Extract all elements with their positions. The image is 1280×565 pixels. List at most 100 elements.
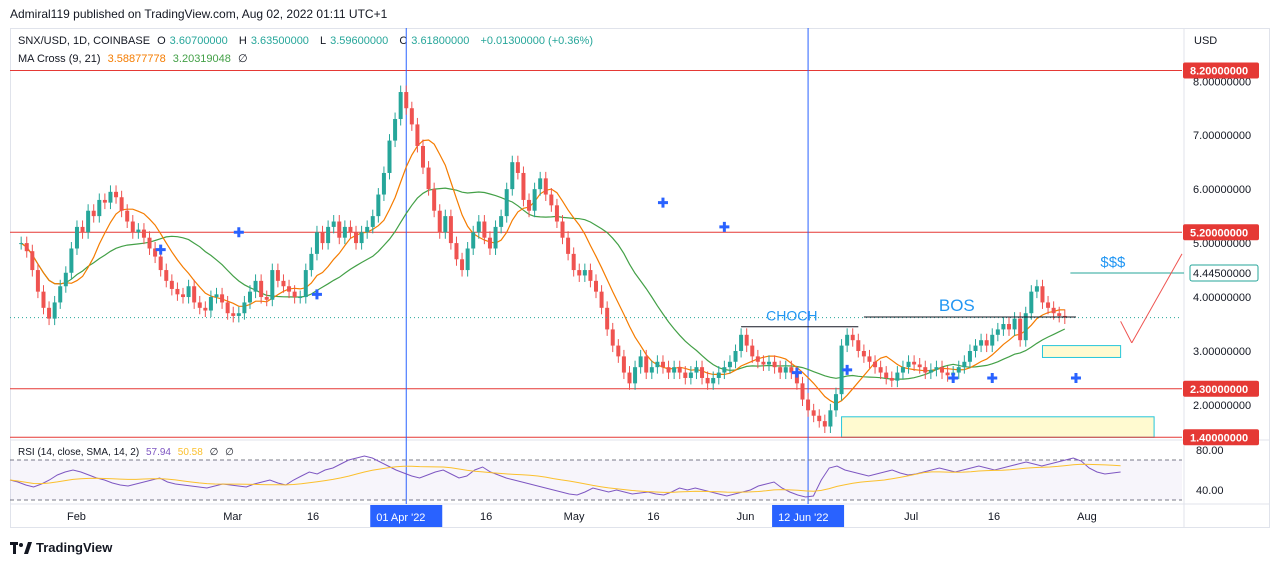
candle-body	[727, 361, 732, 368]
candle-body	[616, 345, 621, 357]
candle-body	[236, 313, 241, 316]
candle-body	[722, 367, 727, 373]
candle-body	[242, 302, 247, 314]
time-axis-tick: Jul	[904, 511, 918, 523]
candle-body	[811, 410, 816, 416]
candle-body	[845, 334, 850, 346]
candle-body	[967, 350, 972, 362]
candle-body	[789, 367, 794, 373]
candle-body	[415, 124, 420, 146]
candle-body	[247, 291, 252, 303]
candle-body	[270, 270, 275, 300]
rsi-label[interactable]: RSI (14, close, SMA, 14, 2)	[18, 447, 140, 458]
price-axis-tick: 5.00000000	[1193, 238, 1251, 250]
ma-cross-marker	[719, 221, 730, 232]
candle-body	[164, 270, 169, 281]
rsi-sma-line	[9, 463, 1121, 493]
candle-body	[275, 270, 280, 281]
tradingview-logo[interactable]: TradingView	[10, 540, 112, 555]
candle-body	[147, 237, 152, 249]
bos-label: BOS	[939, 296, 975, 315]
candle-body	[923, 367, 928, 373]
candle-body	[420, 145, 425, 168]
candle-body	[778, 367, 783, 373]
candle-body	[337, 221, 342, 238]
level-label-bg	[1183, 62, 1259, 79]
candle-body	[800, 383, 805, 400]
candle-body	[560, 221, 565, 238]
candle-body	[287, 286, 292, 292]
candle-body	[292, 291, 297, 298]
candle-body	[125, 210, 130, 222]
candle-body	[644, 356, 649, 373]
candle-body	[538, 178, 543, 190]
ma-cross-marker	[657, 197, 668, 208]
ma-label[interactable]: MA Cross (9, 21)	[18, 53, 101, 65]
candle-body	[175, 288, 180, 295]
candle-body	[231, 313, 236, 316]
candle-body	[74, 226, 79, 249]
time-axis-tick: Aug	[1077, 511, 1097, 523]
candle-body	[504, 189, 509, 217]
change-value: +0.01300000 (+0.36%)	[480, 35, 593, 47]
publisher-line: Admiral119 published on TradingView.com,…	[10, 7, 388, 21]
candle-body	[1023, 313, 1028, 341]
candle-body	[214, 294, 219, 298]
candle-body	[1018, 318, 1023, 341]
candle-body	[666, 367, 671, 373]
candle-body	[856, 340, 861, 351]
candle-body	[169, 280, 174, 289]
candle-body	[158, 256, 163, 271]
price-axis-tick: 8.00000000	[1193, 76, 1251, 88]
time-axis-highlight-label: 01 Apr '22	[376, 512, 425, 524]
candle-body	[672, 367, 677, 373]
candle-body	[320, 232, 325, 244]
candle-body	[208, 297, 213, 311]
candle-body	[694, 367, 699, 373]
candle-body	[605, 307, 610, 330]
candle-body	[889, 377, 894, 381]
chart-pane	[10, 28, 1270, 528]
candle-body	[1051, 307, 1056, 314]
candle-body	[1046, 302, 1051, 308]
candle-body	[873, 361, 878, 368]
candle-body	[733, 350, 738, 362]
rsi-legend: RSI (14, close, SMA, 14, 2) 57.94 50.58 …	[18, 447, 238, 458]
candle-body	[599, 291, 604, 308]
candle-body	[806, 399, 811, 411]
level-label: 5.20000000	[1190, 227, 1248, 239]
candle-body	[973, 345, 978, 351]
candle-body	[543, 178, 548, 195]
candle-body	[476, 221, 481, 233]
ma-fast-line	[20, 139, 1065, 405]
demand-zone	[1041, 345, 1122, 358]
candle-body	[359, 232, 364, 244]
rsi-z2: ∅	[225, 447, 234, 458]
candle-body	[744, 334, 749, 346]
candle-body	[114, 191, 119, 198]
candle-body	[448, 216, 453, 244]
candle-body	[934, 367, 939, 370]
candle-body	[41, 291, 46, 308]
candle-body	[281, 280, 286, 287]
time-axis-tick: 16	[480, 511, 492, 523]
rsi-sma-value: 50.58	[177, 447, 203, 458]
candle-body	[409, 108, 414, 125]
rsi-value: 57.94	[145, 447, 171, 458]
time-axis-tick: Feb	[67, 511, 86, 523]
candle-body	[521, 172, 526, 200]
candle-body	[460, 259, 465, 271]
time-axis-tick: Mar	[223, 511, 242, 523]
price-axis-tick: 6.00000000	[1193, 184, 1251, 196]
symbol-label[interactable]: SNX/USD, 1D, COINBASE	[18, 35, 151, 47]
candle-body	[945, 372, 950, 376]
candle-body	[772, 361, 777, 368]
candle-body	[833, 394, 838, 411]
rsi-axis-tick: 80.00	[1196, 445, 1224, 457]
candle-body	[91, 210, 96, 217]
candle-body	[767, 361, 772, 365]
candle-body	[660, 361, 665, 368]
candle-body	[303, 270, 308, 298]
candle-body	[432, 189, 437, 211]
